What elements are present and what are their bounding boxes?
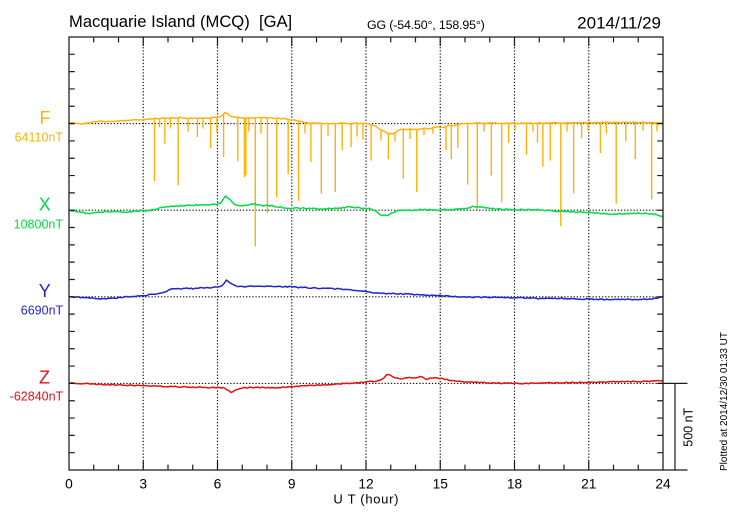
svg-text:Macquarie Island (MCQ) [GA]: Macquarie Island (MCQ) [GA] [69,12,292,31]
svg-text:500 nT: 500 nT [682,407,696,446]
svg-text:F: F [40,108,51,128]
svg-text:18: 18 [507,477,523,492]
svg-text:GG (-54.50°, 158.95°): GG (-54.50°, 158.95°) [367,18,485,32]
svg-text:U T (hour): U T (hour) [333,491,399,506]
svg-text:6: 6 [214,477,222,492]
svg-text:15: 15 [433,477,449,492]
svg-text:9: 9 [288,477,296,492]
svg-text:21: 21 [581,477,596,492]
svg-text:12: 12 [358,477,373,492]
svg-text:10800nT: 10800nT [14,217,64,231]
svg-text:6690nT: 6690nT [21,304,64,318]
svg-text:Y: Y [39,281,51,301]
svg-text:3: 3 [139,477,147,492]
svg-text:64110nT: 64110nT [15,131,64,145]
svg-text:Z: Z [39,368,50,388]
svg-text:0: 0 [65,477,73,492]
svg-text:Plotted at 2014/12/30 01:33 UT: Plotted at 2014/12/30 01:33 UT [719,332,730,471]
svg-text:24: 24 [655,477,671,492]
svg-text:X: X [39,195,51,215]
svg-text:2014/11/29: 2014/11/29 [577,14,661,33]
svg-text:-62840nT: -62840nT [10,389,64,403]
